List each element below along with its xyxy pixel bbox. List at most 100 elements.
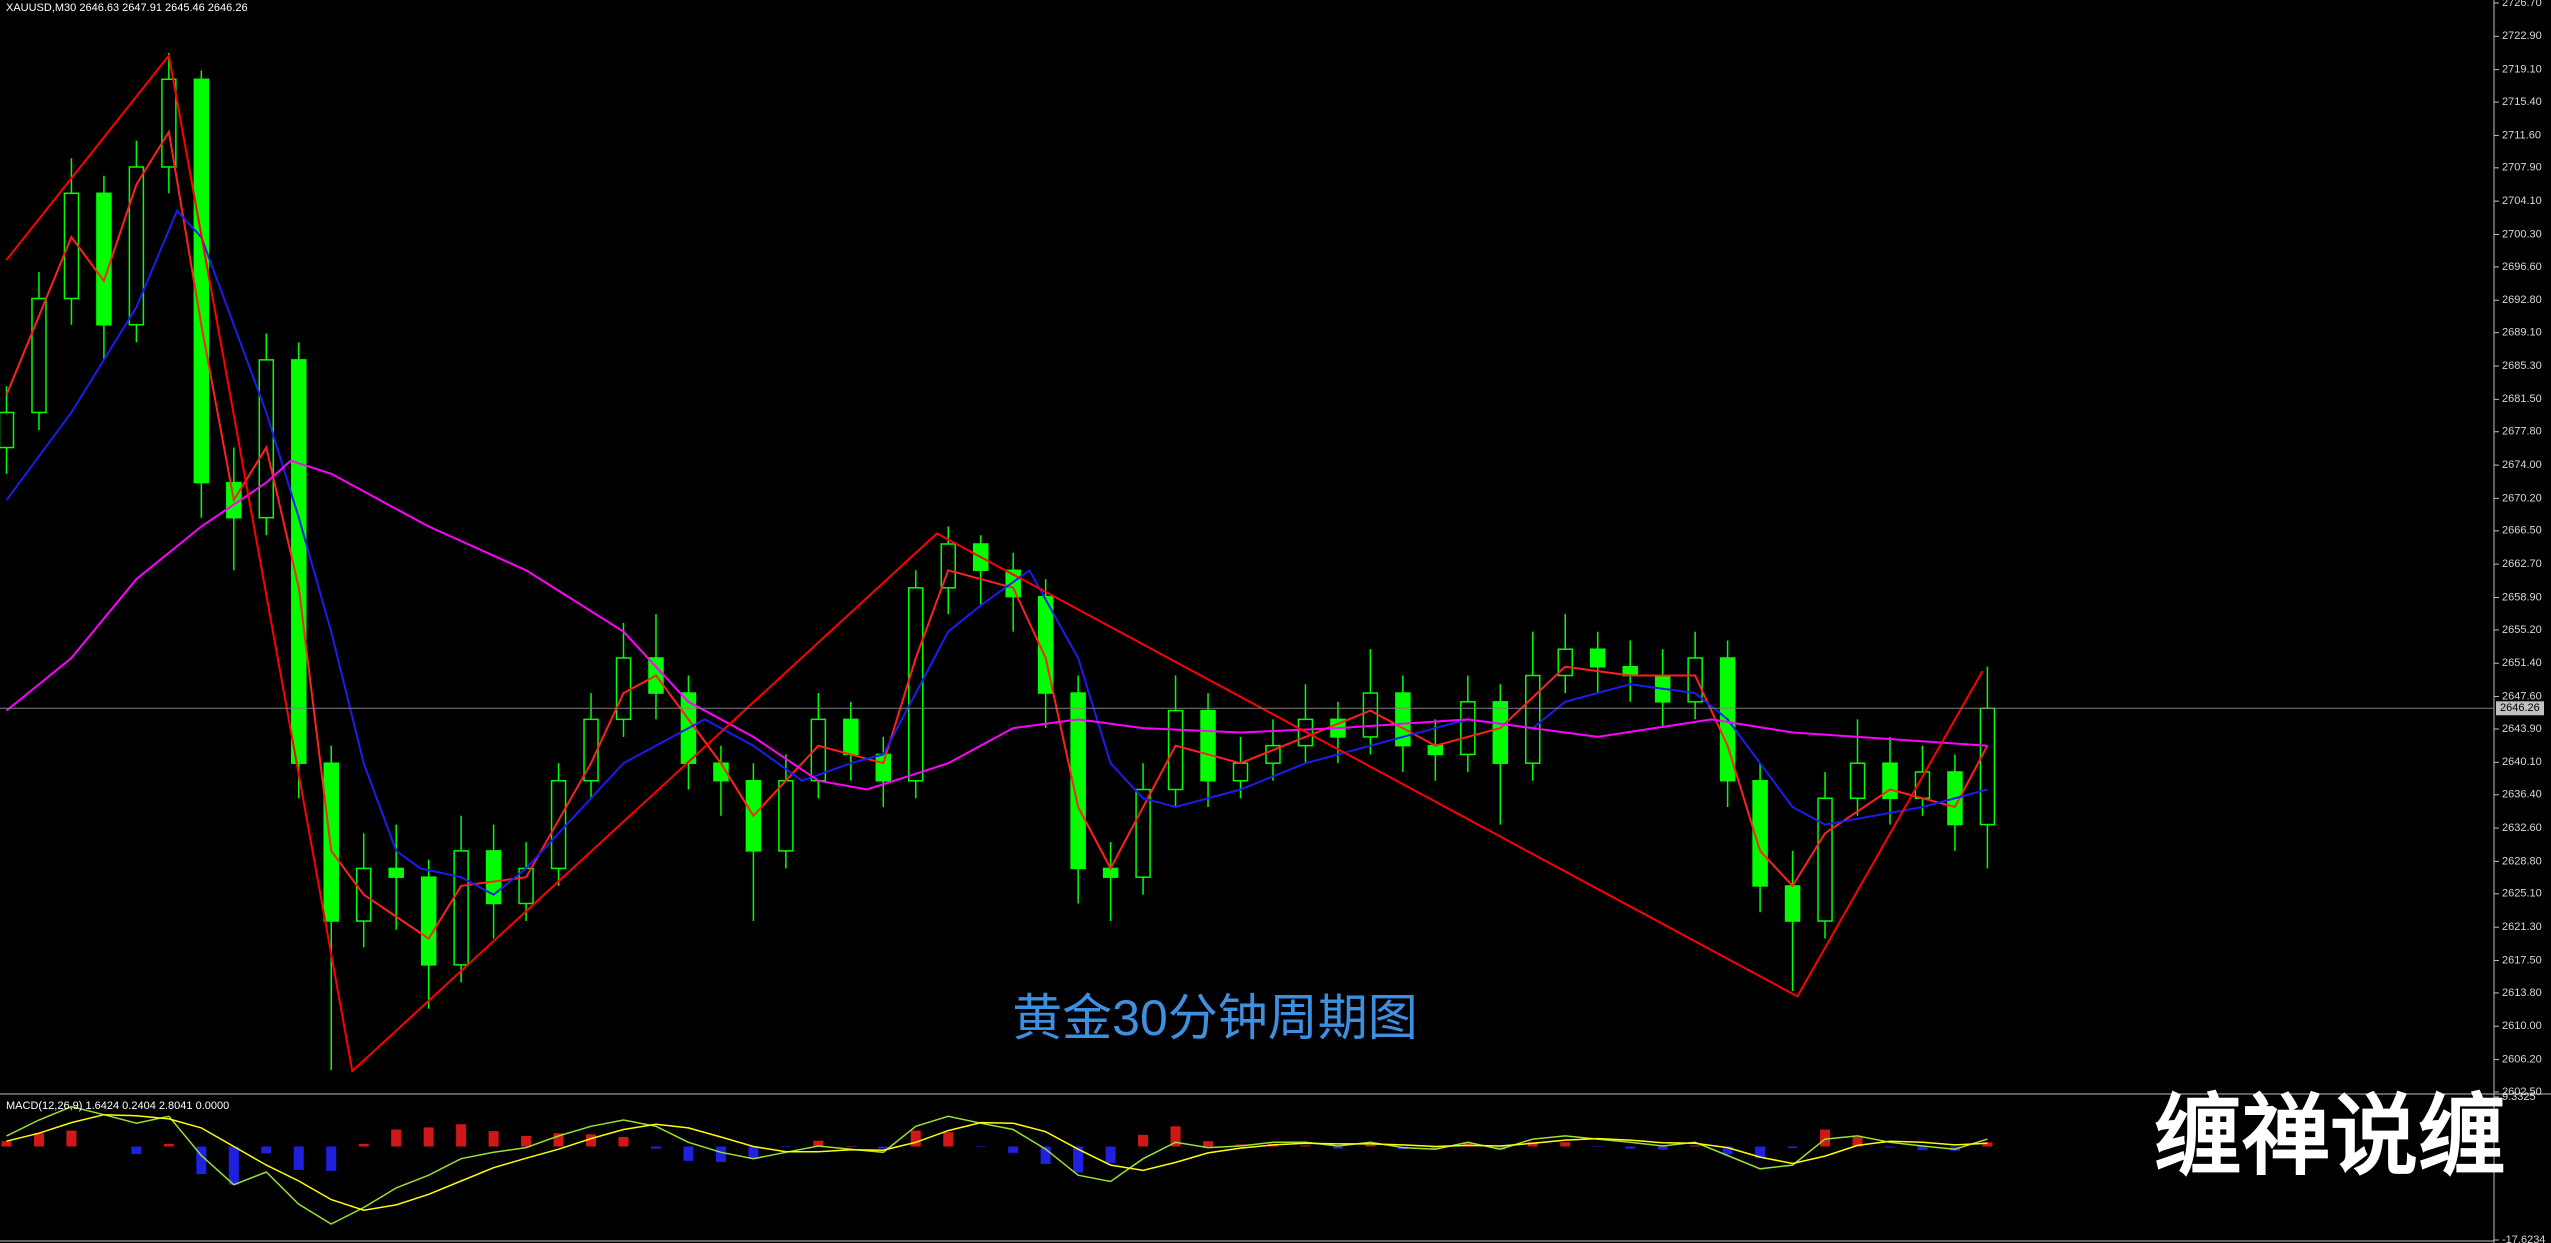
last-price-label: 2646.26 [2500,702,2540,714]
zigzag-line [5,53,1984,1073]
histogram-bar [878,1146,889,1149]
histogram-bar [1917,1146,1928,1151]
histogram-bar [1560,1142,1571,1147]
y-tick-label: 2685.30 [2502,360,2542,372]
last-price-box [2496,701,2544,716]
y-tick-label: 2662.70 [2502,558,2542,570]
candle-body [1167,709,1184,791]
candle-body [1589,648,1606,668]
candle-body [1200,709,1216,782]
histogram-bar [1495,1146,1506,1150]
candle-body [420,876,437,966]
y-tick-label: 2681.50 [2502,393,2542,405]
histogram-bar [1657,1146,1668,1150]
histogram-bar [66,1130,77,1147]
histogram-bar [1430,1146,1441,1150]
histogram-bar [683,1146,694,1161]
histogram-bar [1852,1136,1863,1147]
histogram-bar [1690,1145,1701,1147]
y-tick-label: 2636.40 [2502,789,2542,801]
histogram-bar [521,1135,532,1147]
histogram-bar [391,1129,402,1147]
candle-body [550,779,567,870]
annotation: 黄金30分钟周期图 [1012,990,1418,1046]
histogram-bar [618,1136,629,1147]
histogram-bar [33,1133,44,1147]
y-tick-label: 2689.10 [2502,327,2542,339]
candle-body [453,850,469,966]
candle-body [96,192,112,326]
y-tick-label: 2726.70 [2502,0,2542,9]
candle-body [63,192,80,300]
candle-body [1492,701,1509,764]
moving-average [5,208,1988,896]
candle-body [161,78,177,168]
histogram-bar [1982,1142,1993,1147]
y-tick-label: 2715.40 [2502,96,2542,108]
y-tick-label: 2674.00 [2502,459,2542,471]
moving-average [5,129,1989,941]
y-tick-label: 2621.30 [2502,921,2542,933]
histogram-bar [748,1146,759,1159]
histogram-bar [813,1140,824,1147]
candle-body [1849,762,1866,800]
candle-body [1232,762,1249,782]
y-tick-label: 2632.60 [2502,822,2542,834]
histogram-bar [1884,1146,1895,1148]
y-tick-label: 2643.90 [2502,723,2542,735]
candle-body [485,850,502,905]
histogram-bar [1105,1146,1116,1163]
candle-body [1752,779,1768,887]
y-tick-label: 2610.00 [2502,1020,2542,1032]
candle-body [518,867,534,905]
histogram-bar [456,1124,467,1147]
histogram-bar [1755,1146,1766,1159]
histogram-bar [1073,1146,1084,1173]
macd-line [6,1105,1988,1225]
histogram-bar [1170,1126,1181,1147]
histogram-bar [1820,1129,1831,1147]
y-tick-label: 2606.20 [2502,1053,2542,1065]
candle-body [1460,701,1476,756]
candle-body [1979,707,1996,826]
y-tick-label: 2617.50 [2502,954,2542,966]
candle-body [128,166,145,326]
y-tick-label: 2707.90 [2502,162,2542,174]
histogram-bar [163,1143,174,1147]
y-tick-label: 2640.10 [2502,756,2542,768]
y-tick-label: 2651.40 [2502,657,2542,669]
candle-body [1362,692,1379,738]
y-tick-label: 2647.60 [2502,690,2542,702]
histogram-bar [196,1146,207,1175]
histogram-bar [1592,1146,1603,1148]
y-tick-label: 2658.90 [2502,591,2542,603]
histogram-bar [1527,1142,1538,1147]
histogram-bar [1787,1146,1798,1149]
y-tick-label: 2719.10 [2502,64,2542,76]
y-tick-label: 2655.20 [2502,624,2542,636]
candle-body [323,762,339,922]
candle-body [1687,657,1703,703]
y-tick-label: 2628.80 [2502,855,2542,867]
y-tick-label: 2722.90 [2502,30,2542,42]
y-tick-label: 2696.60 [2502,261,2542,273]
y-tick-label: 2692.80 [2502,294,2542,306]
moving-average [5,459,1988,791]
histogram-bar [1138,1134,1149,1147]
histogram-bar [910,1130,921,1147]
histogram-bar [586,1134,597,1147]
macd-title: MACD(12,26,9) 1.6424 0.2404 2.8041 0.000… [6,1100,229,1112]
histogram-bar [1365,1144,1376,1147]
candle-body [1525,674,1541,764]
chart-title: XAUUSD,M30 2646.63 2647.91 2645.46 2646.… [6,2,248,14]
candle-body [1070,692,1086,870]
histogram-bar [1722,1146,1733,1155]
histogram-bar [293,1146,304,1170]
histogram-bar [1625,1146,1636,1149]
candle-body [778,779,794,852]
histogram-bar [1203,1141,1214,1147]
candle-body [1395,692,1411,747]
histogram-bar [1332,1146,1343,1149]
histogram-bar [261,1146,272,1154]
